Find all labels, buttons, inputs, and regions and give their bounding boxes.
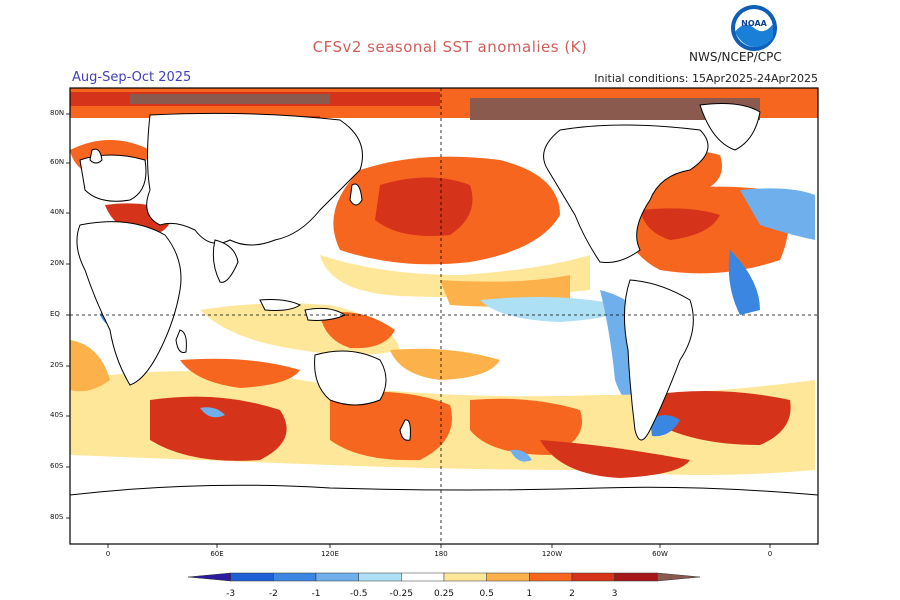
lat-label: 40S — [50, 411, 64, 419]
season-label: Aug-Sep-Oct 2025 — [72, 70, 192, 85]
colorbar-segment — [443, 572, 487, 582]
lat-label: 60N — [50, 158, 65, 166]
colorbar-segment — [230, 572, 274, 582]
agency-label: NWS/NCEP/CPC — [689, 50, 782, 64]
colorbar-label: -3 — [226, 589, 236, 599]
colorbar-segment — [614, 572, 658, 582]
colorbar-segment — [486, 572, 530, 582]
lat-label: 80N — [50, 109, 65, 117]
lat-label: 40N — [50, 208, 65, 216]
colorbar-segment — [187, 572, 231, 582]
colorbar-segment — [657, 572, 701, 582]
colorbar-label: 1 — [526, 589, 533, 599]
colorbar-label: 2 — [569, 589, 575, 599]
colorbar — [187, 572, 701, 582]
initial-conditions-label: Initial conditions: 15Apr2025-24Apr2025 — [594, 72, 818, 85]
lon-label: 120E — [321, 550, 339, 558]
colorbar-segment — [401, 572, 445, 582]
colorbar-label: 0.5 — [479, 589, 494, 599]
lon-label: 60W — [652, 550, 668, 558]
map-title: CFSv2 seasonal SST anomalies (K) — [312, 38, 588, 56]
colorbar-label: 3 — [611, 589, 618, 599]
lat-label: 60S — [50, 462, 64, 470]
lon-label: 0 — [767, 550, 773, 558]
map-frame — [69, 87, 819, 545]
lon-label: 120W — [541, 550, 563, 558]
colorbar-label: -0.5 — [349, 589, 368, 599]
colorbar-segment — [315, 572, 359, 582]
lat-label: EQ — [50, 310, 60, 318]
colorbar-label: -2 — [268, 589, 278, 599]
colorbar-segment — [358, 572, 402, 582]
colorbar-segment — [529, 572, 573, 582]
lat-label: 80S — [50, 513, 64, 521]
colorbar-label: 0.25 — [433, 589, 455, 599]
colorbar-segment — [273, 572, 317, 582]
lat-label: 20S — [50, 361, 64, 369]
logo-text: NOAA — [741, 19, 767, 28]
lat-label: 20N — [50, 259, 65, 267]
colorbar-label: -0.25 — [389, 589, 413, 599]
lon-label: 60E — [210, 550, 224, 558]
colorbar-label: -1 — [311, 589, 321, 599]
lon-label: 180 — [434, 550, 448, 558]
lon-label: 0 — [105, 550, 111, 558]
colorbar-segment — [571, 572, 615, 582]
noaa-logo: NOAA — [731, 5, 777, 51]
